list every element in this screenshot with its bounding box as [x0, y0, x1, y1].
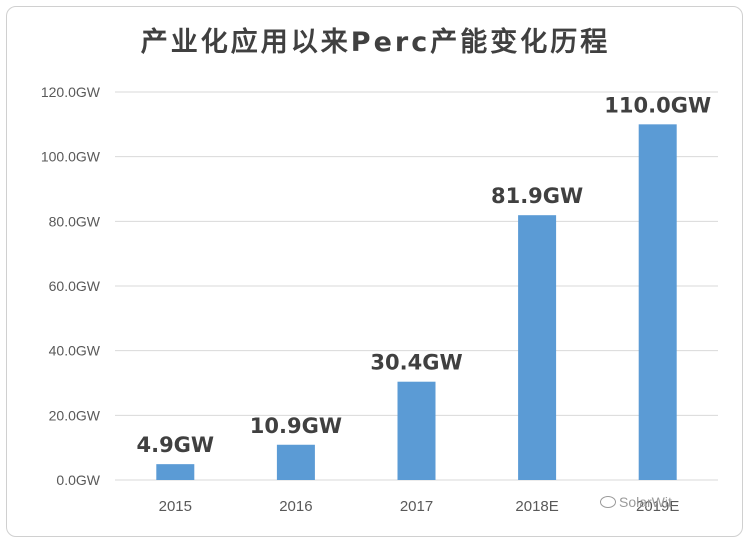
x-tick-label: 2015 — [159, 498, 192, 515]
bar — [397, 381, 436, 480]
y-tick-label: 80.0GW — [49, 213, 101, 229]
chart-title: 产业化应用以来Perc产能变化历程 — [140, 27, 611, 58]
data-label: 110.0GW — [604, 93, 711, 117]
y-tick-label: 20.0GW — [49, 407, 101, 423]
bar — [638, 124, 677, 480]
data-label: 30.4GW — [370, 351, 462, 375]
x-tick-label: 2019E — [636, 498, 679, 515]
y-tick-label: 100.0GW — [41, 149, 101, 165]
y-tick-label: 40.0GW — [49, 343, 101, 359]
bar — [156, 464, 195, 480]
bar — [518, 215, 557, 480]
watermark-text: SolarWit — [619, 494, 672, 510]
watermark: SolarWit — [600, 494, 672, 510]
x-tick-label: 2016 — [279, 498, 312, 515]
y-tick-label: 60.0GW — [49, 278, 101, 294]
data-label: 81.9GW — [491, 184, 583, 208]
wechat-icon — [600, 496, 616, 508]
x-tick-label: 2017 — [400, 498, 433, 515]
bar — [276, 444, 315, 480]
chart-frame — [6, 6, 743, 537]
data-label: 10.9GW — [250, 414, 342, 438]
x-tick-label: 2018E — [515, 498, 558, 515]
y-tick-label: 120.0GW — [41, 84, 101, 100]
data-label: 4.9GW — [136, 433, 214, 457]
y-tick-label: 0.0GW — [56, 472, 100, 488]
